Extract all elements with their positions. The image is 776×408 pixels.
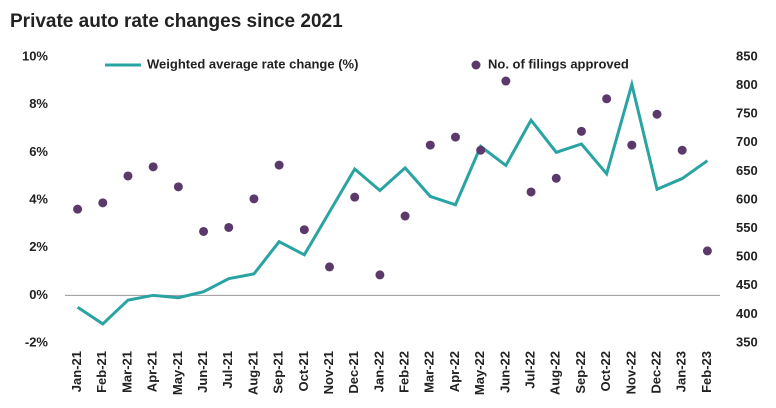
- x-tick-label: May-22: [472, 351, 487, 395]
- y2-tick-label: 650: [736, 163, 758, 178]
- scatter-point: [702, 246, 712, 256]
- scatter-point: [274, 160, 284, 170]
- y2-tick-label: 750: [736, 106, 758, 121]
- x-tick-label: Oct-21: [296, 351, 311, 391]
- y2-tick-label: 850: [736, 48, 758, 63]
- scatter-point: [652, 109, 662, 119]
- y-tick-label: 6%: [29, 144, 48, 159]
- x-tick-label: Jun-22: [497, 351, 512, 393]
- x-tick-label: Feb-23: [699, 351, 714, 393]
- x-tick-label: Dec-21: [346, 351, 361, 394]
- x-tick-label: Apr-22: [447, 351, 462, 392]
- x-tick-label: Nov-21: [321, 351, 336, 394]
- y-tick-label: 0%: [29, 287, 48, 302]
- scatter-point: [501, 76, 511, 86]
- scatter-point: [350, 192, 360, 202]
- x-tick-label: Jan-23: [674, 351, 689, 392]
- y2-tick-label: 450: [736, 277, 758, 292]
- x-tick-label: May-21: [170, 351, 185, 395]
- scatter-point: [526, 187, 536, 197]
- scatter-point: [325, 262, 335, 272]
- x-tick-label: Nov-22: [623, 351, 638, 394]
- x-tick-label: Feb-21: [94, 351, 109, 393]
- scatter-point: [425, 140, 435, 150]
- scatter-point: [576, 126, 586, 136]
- chart-title: Private auto rate changes since 2021: [10, 11, 343, 32]
- x-tick-label: Aug-22: [548, 351, 563, 395]
- y-tick-label: 8%: [29, 96, 48, 111]
- scatter-point: [98, 198, 108, 208]
- legend-label: No. of filings approved: [488, 56, 629, 71]
- x-tick-label: Jan-21: [69, 351, 84, 392]
- y-tick-label: -2%: [25, 334, 49, 349]
- y2-tick-label: 800: [736, 77, 758, 92]
- x-tick-label: Apr-21: [145, 351, 160, 392]
- y-tick-label: 2%: [29, 239, 48, 254]
- legend-label: Weighted average rate change (%): [147, 56, 358, 71]
- x-tick-label: Sep-22: [573, 351, 588, 394]
- scatter-point: [677, 145, 687, 155]
- x-tick-label: Mar-21: [119, 351, 134, 393]
- y2-tick-label: 550: [736, 220, 758, 235]
- y2-tick-label: 400: [736, 306, 758, 321]
- y-tick-label: 10%: [22, 48, 48, 63]
- y2-tick-label: 350: [736, 334, 758, 349]
- scatter-point: [173, 182, 183, 192]
- x-tick-label: Jul-22: [522, 351, 537, 389]
- scatter-point: [375, 270, 385, 280]
- scatter-point: [551, 173, 561, 183]
- scatter-point: [627, 140, 637, 150]
- y-tick-label: 4%: [29, 191, 48, 206]
- scatter-point: [73, 204, 83, 214]
- scatter-point: [602, 94, 612, 104]
- x-tick-label: Jul-21: [220, 351, 235, 389]
- legend-marker: [471, 60, 481, 70]
- x-tick-label: Feb-22: [397, 351, 412, 393]
- scatter-point: [199, 226, 209, 236]
- line-series: [76, 78, 709, 326]
- x-tick-label: Jun-21: [195, 351, 210, 393]
- x-tick-label: Mar-22: [422, 351, 437, 393]
- y2-tick-label: 600: [736, 191, 758, 206]
- scatter-point: [476, 145, 486, 155]
- scatter-point: [299, 225, 309, 235]
- scatter-point: [224, 222, 234, 232]
- scatter-point: [249, 194, 259, 204]
- x-tick-label: Sep-21: [271, 351, 286, 394]
- scatter-point: [148, 162, 158, 172]
- scatter-point: [123, 171, 133, 181]
- x-tick-label: Dec-22: [648, 351, 663, 394]
- scatter-point: [450, 132, 460, 142]
- x-tick-label: Jan-22: [371, 351, 386, 392]
- scatter-point: [400, 211, 410, 221]
- y2-tick-label: 700: [736, 134, 758, 149]
- y2-tick-label: 500: [736, 249, 758, 264]
- x-tick-label: Aug-21: [245, 351, 260, 395]
- x-tick-label: Oct-22: [598, 351, 613, 391]
